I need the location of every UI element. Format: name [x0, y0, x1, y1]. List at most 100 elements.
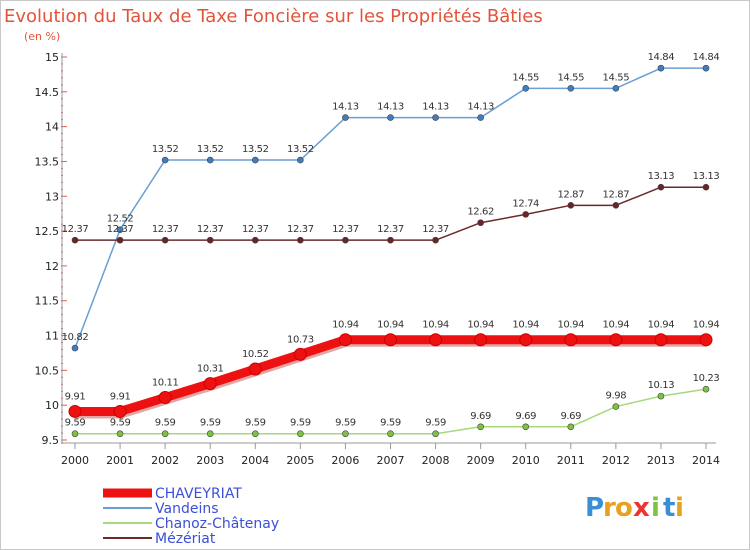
- data-label: 10.31: [197, 364, 224, 375]
- legend-label: Mézériat: [155, 531, 216, 547]
- legend-item: Vandeins: [103, 501, 219, 517]
- data-point: [612, 85, 620, 92]
- data-point: [297, 430, 304, 438]
- x-tick-label: 2010: [512, 454, 540, 467]
- data-point: [68, 404, 82, 418]
- data-point: [71, 344, 79, 352]
- data-point: [567, 85, 575, 92]
- data-label: 12.37: [197, 224, 224, 235]
- data-point: [158, 391, 172, 405]
- logo-letter: i: [651, 493, 660, 523]
- data-label: 14.55: [512, 72, 539, 83]
- data-point: [699, 333, 713, 347]
- data-label: 13.13: [693, 171, 720, 182]
- legend-label: CHAVEYRIAT: [155, 486, 242, 502]
- data-label: 12.62: [467, 207, 494, 218]
- data-label: 9.59: [245, 418, 266, 429]
- data-label: 12.37: [377, 224, 404, 235]
- data-label: 12.37: [62, 224, 89, 235]
- x-tick-label: 2012: [602, 454, 630, 467]
- data-point: [206, 156, 214, 164]
- y-tick-label: 10.5: [35, 364, 60, 377]
- data-label: 9.59: [380, 418, 401, 429]
- data-label: 9.59: [335, 418, 356, 429]
- y-tick-label: 12.5: [35, 225, 60, 238]
- data-point: [161, 156, 169, 164]
- x-tick-label: 2000: [61, 454, 89, 467]
- data-label: 12.37: [287, 224, 314, 235]
- data-label: 13.52: [152, 144, 179, 155]
- data-label: 9.69: [515, 411, 536, 422]
- data-label: 12.52: [107, 214, 134, 225]
- data-label: 9.69: [470, 411, 491, 422]
- data-label: 10.52: [242, 349, 269, 360]
- data-label: 10.94: [512, 320, 539, 331]
- data-point: [432, 430, 439, 438]
- logo-letter: o: [615, 493, 633, 523]
- x-tick-label: 2013: [647, 454, 675, 467]
- y-tick-label: 14: [45, 121, 59, 134]
- data-point: [116, 226, 124, 233]
- data-label: 13.52: [242, 144, 269, 155]
- data-point: [702, 64, 710, 72]
- chart-subtitle: (en %): [24, 30, 60, 43]
- logo-letter: P: [585, 493, 604, 523]
- y-tick-label: 14.5: [35, 86, 60, 99]
- x-tick-label: 2006: [331, 454, 359, 467]
- data-point: [116, 430, 124, 438]
- data-point: [702, 183, 710, 191]
- data-label: 12.87: [557, 189, 584, 200]
- x-tick-label: 2004: [241, 454, 269, 467]
- data-point: [477, 114, 484, 121]
- data-point: [657, 392, 665, 400]
- data-point: [387, 430, 394, 438]
- legend-label: Chanoz-Châtenay: [155, 516, 279, 532]
- series-vandeins: [71, 64, 710, 352]
- data-label: 9.59: [425, 418, 446, 429]
- data-label: 12.37: [107, 224, 134, 235]
- x-tick-label: 2014: [692, 454, 720, 467]
- data-label: 14.13: [467, 102, 494, 113]
- data-point: [477, 219, 484, 227]
- data-point: [432, 114, 439, 121]
- data-point: [384, 333, 397, 347]
- data-label: 14.13: [332, 102, 359, 113]
- x-tick-label: 2007: [377, 454, 405, 467]
- data-label: 9.59: [110, 418, 131, 429]
- data-label: 12.37: [332, 224, 359, 235]
- data-label: 13.52: [197, 144, 224, 155]
- data-labels: 10.82 12.52 13.52 13.52 13.52 13.52 14.13 14.13…: [62, 52, 720, 429]
- axes: 9.5 10 10.5 11 11.5 12 12.5 13 13.5 14 14.5 15 2000 2…: [35, 51, 721, 467]
- y-tick-label: 12: [45, 260, 59, 273]
- data-point: [657, 64, 665, 72]
- data-label: 10.73: [287, 334, 314, 345]
- x-tick-label: 2001: [106, 454, 134, 467]
- data-point: [113, 404, 127, 418]
- data-point: [251, 430, 259, 438]
- data-label: 10.94: [557, 320, 584, 331]
- data-point: [251, 236, 259, 244]
- logo-letter: i: [675, 493, 684, 523]
- data-point: [206, 236, 214, 244]
- series-chanoz-ch-tenay: [71, 385, 710, 438]
- series-chaveyriat: [68, 333, 713, 419]
- x-tick-label: 2005: [286, 454, 314, 467]
- data-label: 14.13: [422, 102, 449, 113]
- data-point: [161, 430, 169, 438]
- data-point: [206, 430, 214, 438]
- data-label: 10.94: [648, 320, 675, 331]
- data-point: [477, 423, 484, 431]
- data-label: 12.37: [152, 224, 179, 235]
- data-point: [654, 333, 668, 347]
- data-point: [161, 236, 169, 244]
- x-tick-label: 2002: [151, 454, 179, 467]
- y-tick-label: 11.5: [35, 295, 60, 308]
- data-label: 9.59: [290, 418, 311, 429]
- data-point: [71, 236, 79, 244]
- x-tick-label: 2008: [422, 454, 450, 467]
- data-label: 9.59: [200, 418, 221, 429]
- data-point: [248, 362, 262, 376]
- legend: CHAVEYRIATVandeinsChanoz-ChâtenayMézéria…: [103, 486, 279, 547]
- data-point: [702, 385, 710, 393]
